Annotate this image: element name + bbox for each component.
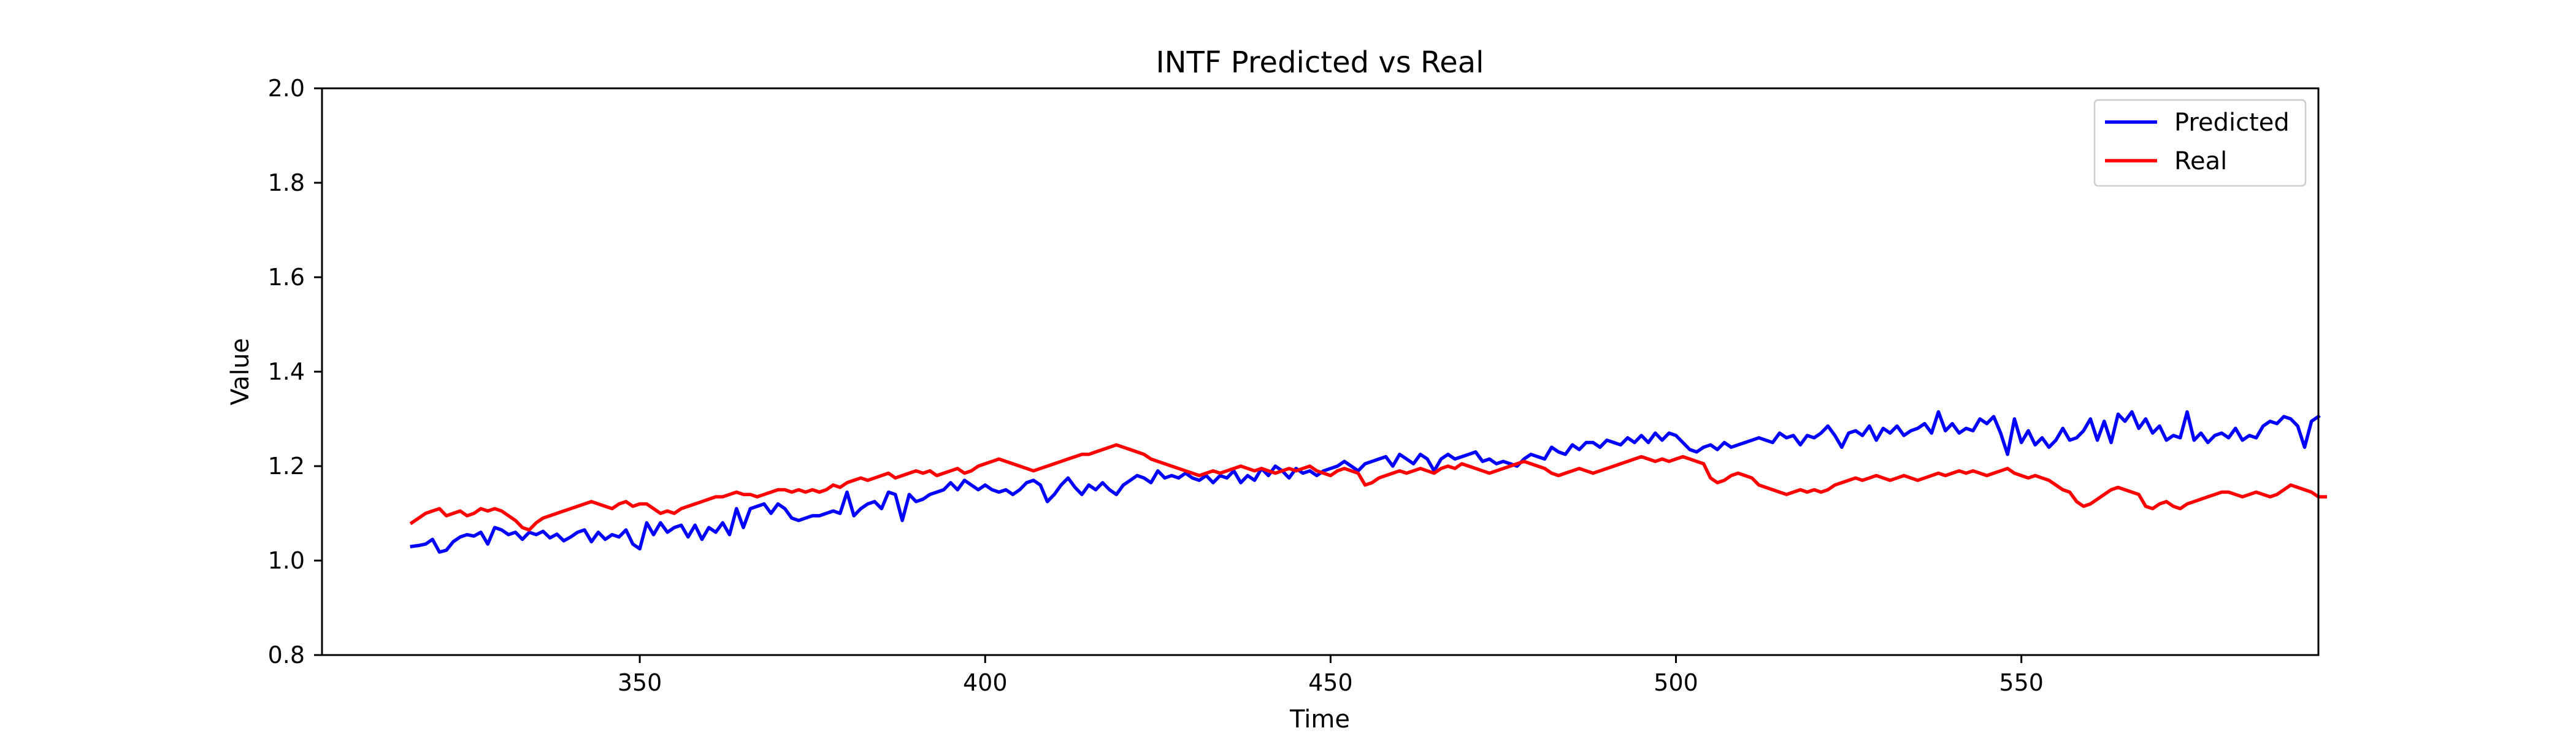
x-tick-label: 400: [963, 669, 1008, 696]
x-tick-label: 450: [1308, 669, 1353, 696]
legend: Predicted Real: [2093, 99, 2307, 187]
legend-label-predicted: Predicted: [2174, 109, 2290, 137]
legend-label-real: Real: [2174, 147, 2227, 175]
series-layer: [409, 410, 2328, 554]
y-axis-label: Value: [226, 338, 255, 405]
y-axis: 0.8 1.0 1.2 1.4 1.6 1.8 2.0: [268, 75, 322, 669]
y-tick-label: 1.6: [268, 264, 305, 291]
y-tick-label: 1.0: [268, 547, 305, 574]
y-tick-label: 1.4: [268, 358, 305, 385]
x-tick-label: 350: [618, 669, 662, 696]
x-axis: 350 400 450 500 550: [618, 655, 2044, 696]
series-line-real: [409, 443, 2328, 532]
x-tick-label: 500: [1654, 669, 1698, 696]
chart-title: INTF Predicted vs Real: [1156, 45, 1484, 80]
series-line-predicted: [410, 410, 2321, 554]
x-tick-label: 550: [1999, 669, 2044, 696]
x-axis-label: Time: [1289, 705, 1350, 734]
y-tick-label: 1.8: [268, 169, 305, 196]
y-tick-label: 1.2: [268, 453, 305, 480]
y-tick-label: 0.8: [268, 642, 305, 669]
y-tick-label: 2.0: [268, 75, 305, 102]
